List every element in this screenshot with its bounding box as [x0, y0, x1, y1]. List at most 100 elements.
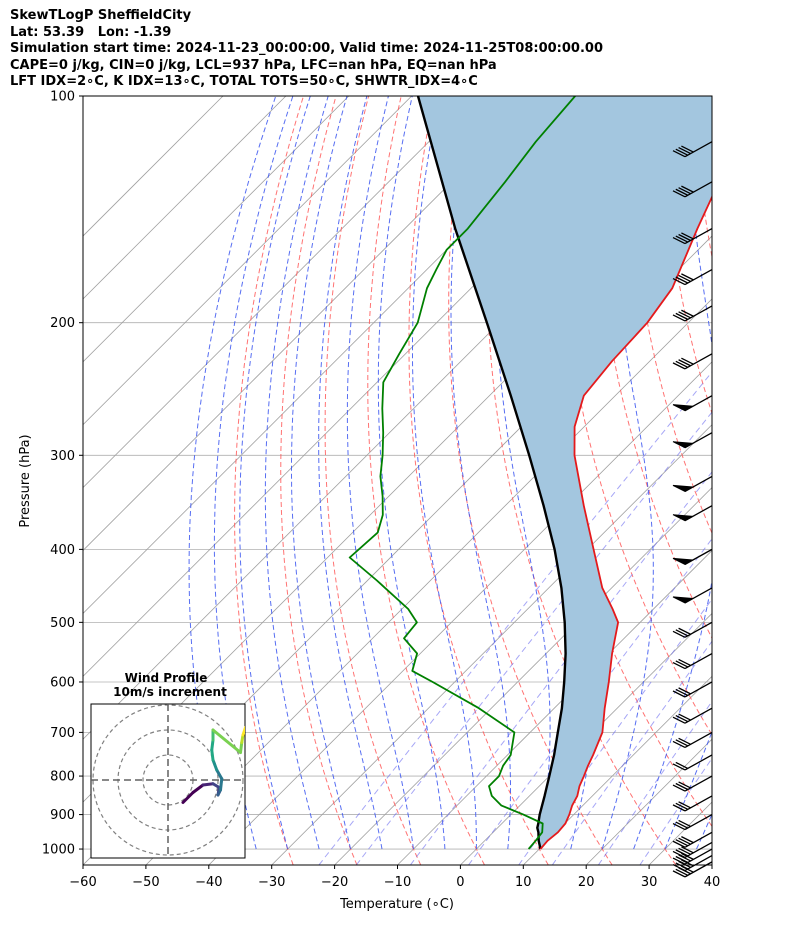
dry-adiabat: [628, 96, 712, 535]
location-line: Lat: 53.39 Lon: -1.39: [10, 24, 172, 40]
hodograph-segment: [210, 738, 215, 752]
x-tick-label: −40: [195, 875, 222, 890]
isotherm-line: [83, 96, 538, 552]
hodograph-segment: [239, 741, 244, 754]
hodograph-segment: [211, 728, 242, 754]
moist-adiabat: [213, 96, 294, 850]
x-tick-label: −20: [321, 875, 348, 890]
y-tick-label: 800: [50, 770, 75, 785]
mixing-ratio-line: [639, 757, 712, 865]
hodograph-segment: [211, 758, 219, 772]
hodograph-segment: [191, 783, 205, 794]
axes: −60 −50 −40 −30 −20 −10 0 10 20 30 40 1000 900 800 700…: [42, 90, 720, 891]
moist-adiabat: [633, 96, 712, 850]
wind-barb: [672, 268, 713, 286]
wind-barbs: [672, 141, 713, 878]
isotherm-line: [208, 361, 712, 865]
x-tick-label: −50: [132, 875, 159, 890]
wind-barb: [672, 353, 713, 370]
isotherm-line: [334, 487, 712, 865]
isotherm-line: [711, 864, 712, 865]
moist-adiabat: [377, 96, 446, 850]
time-line: Simulation start time: 2024-11-23_00:00:…: [10, 41, 603, 56]
x-tick-label: −30: [258, 875, 285, 890]
mixing-ratio-line: [597, 700, 712, 865]
hodograph-segment: [181, 791, 195, 804]
dry-adiabat: [790, 79, 794, 865]
isotherm-line: [83, 96, 287, 300]
wind-barb: [672, 621, 713, 638]
hodograph-segment: [201, 782, 215, 787]
dry-adiabat: [234, 96, 305, 865]
moist-adiabat: [494, 96, 551, 850]
isotherm-line: [83, 96, 412, 426]
wind-barb: [672, 181, 713, 198]
hodograph-segment: [219, 777, 224, 792]
isotherm-line: [397, 549, 712, 865]
y-tick-label: 600: [50, 675, 75, 690]
wind-barb: [672, 754, 713, 771]
wind-barb: [672, 831, 713, 848]
y-axis-label: Pressure (hPa): [18, 434, 33, 527]
x-tick-label: 10: [515, 875, 532, 890]
x-tick-label: −60: [69, 875, 96, 890]
y-tick-label: 100: [50, 90, 75, 105]
isotherm-line: [271, 424, 712, 865]
wind-barb: [672, 548, 713, 565]
moist-adiabat: [728, 96, 794, 849]
hodograph-segment: [215, 768, 224, 781]
y-tick-label: 1000: [42, 843, 75, 858]
dry-adiabat: [523, 96, 712, 828]
wind-barb: [672, 795, 713, 812]
dry-adiabat: [758, 79, 794, 865]
x-tick-label: 0: [456, 875, 464, 890]
x-axis-label: Temperature (∘C): [339, 897, 454, 912]
dry-adiabat: [367, 96, 485, 865]
x-tick-label: −10: [384, 875, 411, 890]
moist-adiabat: [601, 96, 654, 850]
wind-barb: [672, 587, 713, 604]
wind-barb: [672, 475, 713, 492]
isotherm-line: [523, 675, 712, 865]
dry-adiabat: [280, 96, 358, 865]
dewpoint-line: [348, 96, 576, 850]
mixing-ratio-line: [551, 640, 712, 865]
y-tick-label: 400: [50, 543, 75, 558]
y-tick-label: 200: [50, 316, 75, 331]
moist-adiabat: [188, 96, 277, 850]
chart-header: SkewTLogP SheffieldCity Lat: 53.39 Lon: …: [10, 8, 790, 91]
x-tick-label: 40: [704, 875, 721, 890]
dry-adiabat: [594, 96, 712, 640]
index-line: LFT IDX=2∘C, K IDX=13∘C, TOTAL TOTS=50∘C…: [10, 74, 478, 89]
temperature-line: [539, 194, 712, 850]
y-tick-label: 500: [50, 616, 75, 631]
wind-barb: [672, 505, 713, 522]
y-tick-label: 700: [50, 726, 75, 741]
wind-barb: [672, 707, 713, 724]
cape-cin-fill: [418, 96, 712, 849]
moist-adiabat: [412, 96, 477, 849]
plot-area: [83, 79, 794, 865]
wind-barb: [672, 731, 713, 748]
isotherm-line: [145, 298, 712, 865]
isotherm-line: [83, 96, 475, 489]
cape-line: CAPE=0 j/kg, CIN=0 j/kg, LCL=937 hPa, LF…: [10, 57, 497, 73]
mixing-ratio-line: [468, 538, 712, 865]
moist-adiabat: [318, 96, 383, 850]
dry-adiabat: [408, 96, 549, 865]
isotherm-line: [83, 96, 224, 237]
isotherm-line: [83, 96, 350, 363]
moist-adiabat: [450, 96, 511, 850]
parcel-profile-line: [416, 96, 567, 850]
wind-barb: [672, 841, 713, 859]
y-tick-label: 300: [50, 449, 75, 464]
moist-adiabat: [346, 96, 414, 850]
hodograph-segment: [210, 748, 215, 762]
x-tick-label: 30: [641, 875, 658, 890]
moist-adiabat: [291, 96, 352, 850]
hodograph-title: Wind Profile: [125, 671, 208, 685]
wind-barb: [672, 775, 713, 792]
wind-barb: [672, 652, 713, 670]
moist-adiabat: [264, 96, 329, 850]
